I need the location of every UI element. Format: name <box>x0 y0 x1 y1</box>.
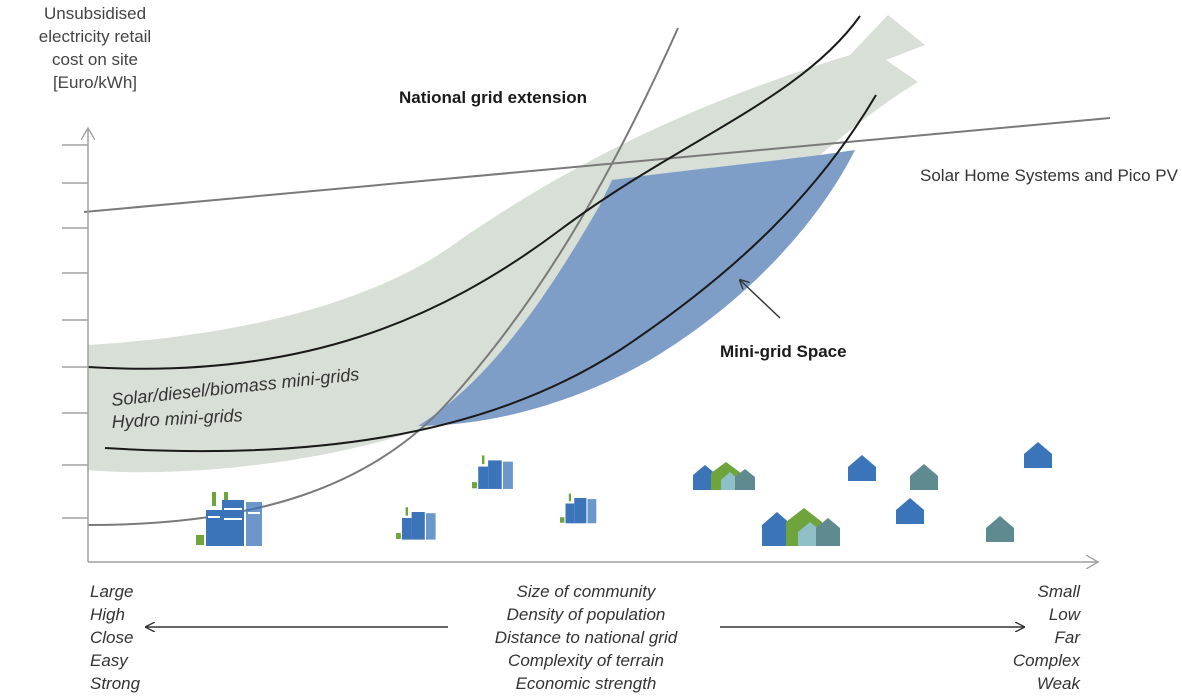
y-axis-label-line: electricity retail <box>38 27 152 46</box>
x-right-value: Weak <box>1036 674 1080 693</box>
hydro-curve <box>104 94 877 453</box>
mini-grid-band <box>88 15 925 473</box>
house-icon <box>986 516 1014 542</box>
x-left-value: Easy <box>90 651 128 670</box>
x-axis-left-values: Large High Close Easy Strong <box>90 580 140 695</box>
house-icon <box>762 508 840 546</box>
x-dimension-label: Density of population <box>506 605 666 624</box>
x-right-value: Far <box>1054 628 1081 647</box>
x-axis-right-values: Small Low Far Complex Weak <box>990 580 1080 695</box>
x-dimension-label: Complexity of terrain <box>508 651 664 670</box>
mini-grid-space-arrow <box>740 280 781 319</box>
house-icon <box>848 455 876 481</box>
x-dimension-label: Economic strength <box>515 674 657 693</box>
x-right-value: Low <box>1048 605 1080 624</box>
x-left-value: High <box>90 605 125 624</box>
mini-grid-space <box>418 150 855 426</box>
y-axis-ticks <box>62 144 88 519</box>
y-axis-label-line: Unsubsidised <box>43 4 147 23</box>
solar-home-label: Solar Home Systems and Pico PV <box>920 166 1178 185</box>
y-axis-label-line: [Euro/kWh] <box>52 73 138 92</box>
x-left-value: Close <box>90 628 134 647</box>
national-grid-label: National grid extension <box>399 88 587 107</box>
x-left-value: Strong <box>90 674 141 693</box>
x-dimension-label: Size of community <box>516 582 656 601</box>
x-left-value: Large <box>90 582 134 601</box>
x-right-value: Complex <box>1012 651 1080 670</box>
mini-grid-space-label: Mini-grid Space <box>720 342 847 361</box>
house-icon <box>896 498 924 524</box>
x-right-value: Small <box>1037 582 1080 601</box>
house-icon <box>1024 442 1052 468</box>
house-icon <box>693 462 755 490</box>
solar-diesel-curve <box>87 15 861 370</box>
city-building-icon <box>560 493 597 524</box>
house-icon <box>910 464 938 490</box>
solar-home-line <box>83 117 1111 213</box>
city-building-icon <box>472 455 513 489</box>
city-building-icon <box>396 507 436 540</box>
city-building-icon <box>196 492 262 546</box>
y-axis-label: Unsubsidised electricity retail cost on … <box>0 2 190 94</box>
x-dimension-label: Distance to national grid <box>494 628 678 647</box>
x-axis-dimensions: Size of community Density of population … <box>436 580 736 695</box>
y-axis-label-line: cost on site <box>52 50 138 69</box>
